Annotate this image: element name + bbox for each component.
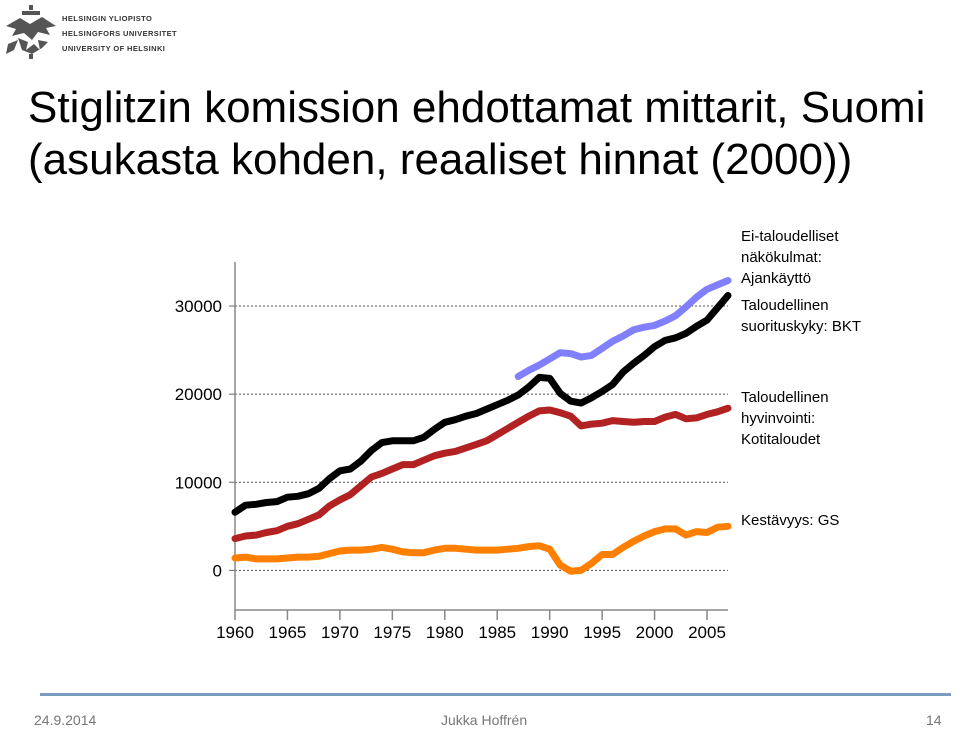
university-name-sv: HELSINGFORS UNIVERSITET xyxy=(62,29,178,38)
series-line-gs xyxy=(231,522,732,575)
series-line-ajankaytto xyxy=(514,277,732,380)
x-tick-label-1995: 1995 xyxy=(583,623,621,642)
legend-kotitaloudet-line-1: Taloudellinen xyxy=(741,389,829,406)
x-tick-label-1965: 1965 xyxy=(269,623,307,642)
legend-ajankaytto-line-1: Ei-taloudelliset xyxy=(741,228,839,245)
x-tick-label-1975: 1975 xyxy=(373,623,411,642)
legend-label-kotitaloudet: Taloudellinen hyvinvointi: Kotitaloudet xyxy=(741,387,829,450)
legend-ajankaytto-line-3: Ajankäyttö xyxy=(741,270,812,287)
y-tick-label-0: 0 xyxy=(213,561,222,580)
x-tick-label-1970: 1970 xyxy=(321,623,359,642)
series-line-kotitaloudet xyxy=(231,404,732,543)
y-tick-label-10000: 10000 xyxy=(175,473,222,492)
legend-kotitaloudet-line-3: Kotitaloudet xyxy=(741,431,821,448)
legend-kotitaloudet-line-2: hyvinvointi: xyxy=(741,410,816,427)
helsinki-seal-icon xyxy=(6,5,56,59)
university-name-fi: HELSINGIN YLIOPISTO xyxy=(62,14,153,23)
y-tick-label-20000: 20000 xyxy=(175,385,222,404)
legend-ajankaytto-line-2: näkökulmat: xyxy=(741,249,822,266)
university-logo: HELSINGIN YLIOPISTO HELSINGFORS UNIVERSI… xyxy=(0,0,180,62)
footer-author: Jukka Hoffrén xyxy=(441,712,528,728)
footer-divider xyxy=(40,693,951,696)
legend-bkt-line-2: suorituskyky: BKT xyxy=(741,318,862,335)
university-name-en: UNIVERSITY OF HELSINKI xyxy=(62,44,166,53)
x-tick-label-1980: 1980 xyxy=(426,623,464,642)
x-tick-label-1990: 1990 xyxy=(531,623,569,642)
y-tick-label-30000: 30000 xyxy=(175,297,222,316)
series-line-bkt xyxy=(231,292,732,516)
x-tick-label-2000: 2000 xyxy=(636,623,674,642)
x-tick-label-2005: 2005 xyxy=(688,623,726,642)
x-tick-label-1985: 1985 xyxy=(478,623,516,642)
legend-label-gs: Kestävyys: GS xyxy=(741,510,839,531)
legend-label-ajankaytto: Ei-taloudelliset näkökulmat: Ajankäyttö xyxy=(741,226,839,289)
slide-title-line-1: Stiglitzin komission ehdottamat mittarit… xyxy=(28,83,926,132)
legend-bkt-line-1: Taloudellinen xyxy=(741,297,829,314)
slide-title: Stiglitzin komission ehdottamat mittarit… xyxy=(28,82,958,186)
legend-label-bkt: Taloudellinen suorituskyky: BKT xyxy=(741,295,861,337)
footer-date: 24.9.2014 xyxy=(34,712,97,728)
x-tick-label-1960: 1960 xyxy=(216,623,254,642)
legend-gs-line-1: Kestävyys: GS xyxy=(741,512,840,529)
footer-page-number: 14 xyxy=(926,712,942,728)
slide-title-line-2: (asukasta kohden, reaaliset hinnat (2000… xyxy=(28,135,853,184)
